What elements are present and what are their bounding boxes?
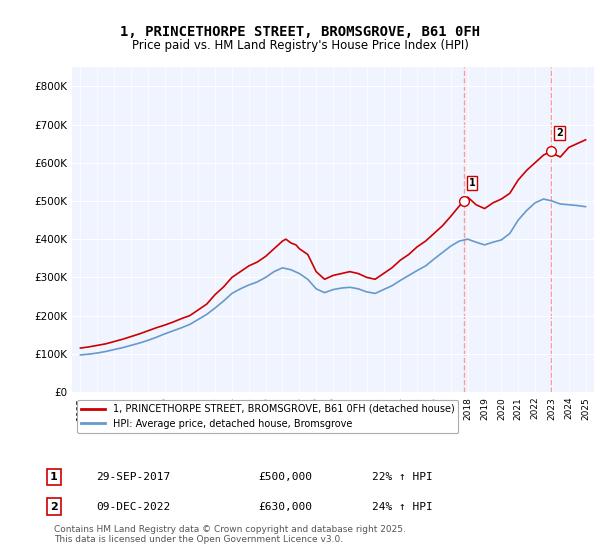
Text: 2: 2 bbox=[556, 128, 563, 138]
Text: 1, PRINCETHORPE STREET, BROMSGROVE, B61 0FH: 1, PRINCETHORPE STREET, BROMSGROVE, B61 … bbox=[120, 25, 480, 39]
Text: Price paid vs. HM Land Registry's House Price Index (HPI): Price paid vs. HM Land Registry's House … bbox=[131, 39, 469, 52]
Text: 29-SEP-2017: 29-SEP-2017 bbox=[96, 472, 170, 482]
Text: Contains HM Land Registry data © Crown copyright and database right 2025.
This d: Contains HM Land Registry data © Crown c… bbox=[54, 525, 406, 544]
Text: £630,000: £630,000 bbox=[258, 502, 312, 512]
Text: 2: 2 bbox=[50, 502, 58, 512]
Text: 09-DEC-2022: 09-DEC-2022 bbox=[96, 502, 170, 512]
Text: 24% ↑ HPI: 24% ↑ HPI bbox=[372, 502, 433, 512]
Text: 22% ↑ HPI: 22% ↑ HPI bbox=[372, 472, 433, 482]
Legend: 1, PRINCETHORPE STREET, BROMSGROVE, B61 0FH (detached house), HPI: Average price: 1, PRINCETHORPE STREET, BROMSGROVE, B61 … bbox=[77, 400, 458, 433]
Text: 1: 1 bbox=[469, 178, 475, 188]
Text: 1: 1 bbox=[50, 472, 58, 482]
Text: £500,000: £500,000 bbox=[258, 472, 312, 482]
